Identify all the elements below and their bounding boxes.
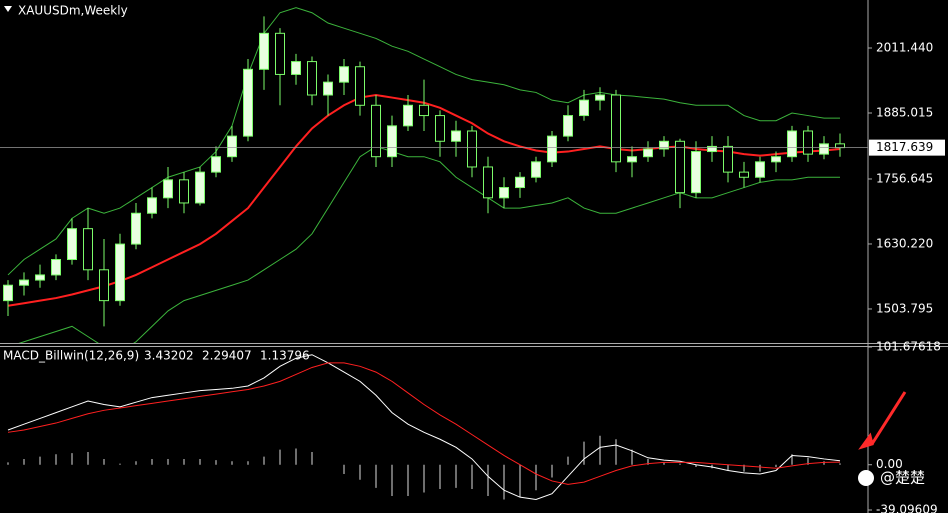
candle-body	[435, 115, 445, 142]
candle-body	[323, 81, 333, 96]
candle-body	[835, 143, 845, 149]
candle-body	[403, 104, 413, 127]
indicator-line	[7, 362, 841, 485]
candle-body	[3, 284, 13, 302]
candle-body	[19, 279, 29, 286]
candle-body	[691, 151, 701, 194]
candle-body	[755, 161, 765, 178]
candle-body	[643, 148, 653, 158]
candle-body	[819, 143, 829, 155]
last-price-box	[869, 139, 945, 156]
candle-body	[499, 187, 509, 199]
candle-body	[227, 135, 237, 158]
candle-body	[275, 32, 285, 75]
indicator-line	[7, 354, 841, 500]
menu-triangle[interactable]	[4, 6, 12, 12]
candle-body	[483, 166, 493, 199]
indicator-value: 3.43202	[144, 349, 194, 363]
axes: 2011.440 1885.015 1756.645 1630.220 1503.795…	[868, 40, 945, 513]
y-tick-label: -39.09609	[876, 503, 938, 513]
y-tick-label: 0.00	[876, 457, 903, 471]
y-tick-label: 1885.015	[876, 105, 933, 119]
chart-title: XAUUSDm,Weekly	[18, 4, 128, 18]
candle-body	[355, 66, 365, 106]
candle-body	[739, 171, 749, 178]
candle-body	[51, 259, 61, 276]
candle-body	[803, 130, 813, 155]
candle-body	[387, 125, 397, 158]
y-tick-label: 2011.440	[876, 40, 933, 54]
candle-body	[179, 179, 189, 204]
watermark: @楚楚	[880, 469, 925, 487]
macd-panel	[7, 354, 841, 500]
annotation-arrow	[858, 391, 907, 450]
candle-body	[115, 243, 125, 302]
candle-body	[707, 145, 717, 153]
candle-body	[195, 171, 205, 204]
indicator-line	[18, 145, 840, 343]
candle-body	[771, 156, 781, 163]
candle-body	[243, 68, 253, 137]
y-tick-label: 1503.795	[876, 301, 933, 315]
watermark-icon	[858, 470, 874, 486]
indicator-value: 1.13796	[260, 349, 310, 363]
indicator-value: 2.29407	[202, 349, 252, 363]
price-panel	[0, 7, 868, 343]
candle-body	[659, 140, 669, 150]
candle-body	[339, 66, 349, 83]
y-tick-label: 1756.645	[876, 171, 933, 185]
candle-body	[595, 94, 605, 101]
candle-body	[99, 269, 109, 302]
candle-body	[611, 94, 621, 163]
candle-body	[67, 228, 77, 261]
candle-body	[531, 161, 541, 178]
candle-body	[35, 274, 45, 281]
y-tick-label: 101.67618	[876, 340, 941, 354]
candle-body	[307, 61, 317, 96]
candle-body	[627, 156, 637, 163]
candle-body	[563, 115, 573, 137]
candle-body	[131, 212, 141, 245]
candle-body	[147, 197, 157, 214]
candle-body	[259, 32, 269, 70]
candle-body	[419, 104, 429, 117]
candle-body	[451, 130, 461, 142]
candle-body	[371, 104, 381, 158]
candle-body	[579, 99, 589, 117]
candle-body	[723, 145, 733, 173]
candle-body	[515, 176, 525, 189]
candle-body	[787, 130, 797, 158]
y-tick-label: 1630.220	[876, 236, 933, 250]
indicator-title: MACD_Billwin(12,26,9)	[3, 349, 139, 363]
indicator-line	[7, 7, 840, 276]
candle-body	[547, 135, 557, 163]
candle-body	[83, 228, 93, 271]
candle-body	[163, 179, 173, 199]
candle-body	[211, 156, 221, 173]
last-price-label: 1817.639	[876, 140, 933, 154]
candle-body	[291, 61, 301, 75]
candle-body	[675, 140, 685, 194]
candle-body	[467, 130, 477, 168]
